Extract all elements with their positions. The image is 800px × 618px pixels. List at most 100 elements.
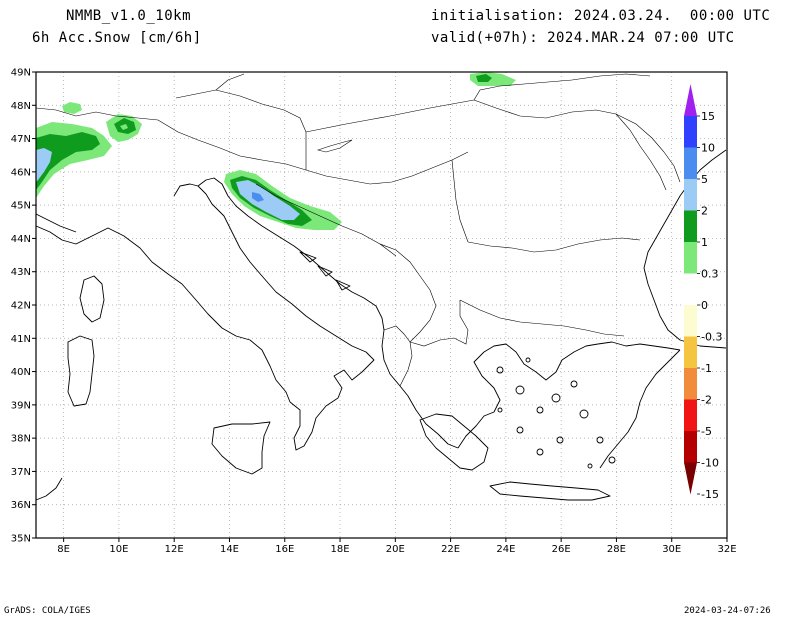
lat-tick-label: 46N <box>11 167 31 178</box>
border-north-macedonia <box>409 300 469 347</box>
border-czech <box>215 73 245 91</box>
island <box>525 357 531 363</box>
colorbar-segment <box>684 179 697 211</box>
snow-field-croatia-heavy <box>236 180 300 220</box>
border-croatia-bosnia <box>255 183 397 257</box>
colorbar-segment <box>684 305 697 337</box>
snow-field-carpathian-medium <box>476 74 492 82</box>
border-albania <box>383 325 413 387</box>
sardinia-coastline <box>67 335 95 407</box>
border-hungary-south <box>305 151 469 185</box>
variable-name: 6h Acc.Snow [cm/6h] <box>32 30 202 46</box>
lon-tick-label: 24E <box>496 544 515 555</box>
crete-coastline <box>489 481 611 501</box>
ligurian-coastline <box>35 213 77 233</box>
colorbar-segment <box>684 210 697 242</box>
colorbar-label: 5 <box>701 173 708 186</box>
island <box>497 407 503 413</box>
lat-tick-label: 41N <box>11 334 31 345</box>
lat-tick-label: 47N <box>11 134 31 145</box>
colorbar-top-arrow <box>684 84 697 116</box>
lat-tick-label: 49N <box>11 68 31 79</box>
italy-coastline <box>35 183 375 451</box>
turkey-coastline <box>599 349 681 469</box>
colorbar-label: -0.3 <box>701 331 722 344</box>
lon-tick-label: 20E <box>386 544 405 555</box>
island <box>556 436 564 444</box>
colorbar-segment <box>684 368 697 400</box>
lon-tick-label: 30E <box>662 544 681 555</box>
colorbar-label: 2 <box>701 205 708 218</box>
dalmatian-islands <box>299 251 351 291</box>
lat-tick-label: 36N <box>11 500 31 511</box>
lon-tick-label: 28E <box>607 544 626 555</box>
colorbar-bottom-arrow <box>684 462 697 495</box>
border-slovakia-hungary <box>305 99 475 133</box>
lat-tick-label: 42N <box>11 301 31 312</box>
aegean-islands <box>496 357 616 469</box>
plot-border <box>35 71 728 539</box>
lat-tick-label: 48N <box>11 101 31 112</box>
snow-field-alps-center-core <box>120 124 128 130</box>
lon-tick-label: 22E <box>441 544 460 555</box>
colorbar-label: -1 <box>701 362 712 375</box>
border-austria-north <box>175 89 307 170</box>
island <box>608 456 616 464</box>
lat-tick-label: 45N <box>11 201 31 212</box>
colorbar-label: -5 <box>701 425 712 438</box>
colorbar-segment <box>684 336 697 368</box>
footer-timestamp: 2024-03-24-07:26 <box>684 606 771 616</box>
lat-tick-label: 44N <box>11 234 31 245</box>
lon-tick-label: 14E <box>220 544 239 555</box>
footer-software: GrADS: COLA/IGES <box>4 606 91 616</box>
colorbar-segment <box>684 431 697 463</box>
border-romania-west <box>451 159 469 243</box>
island <box>515 385 525 395</box>
island <box>570 380 578 388</box>
colorbar-segment <box>684 273 697 305</box>
adriatic-east-coast <box>197 177 459 449</box>
island <box>299 251 317 263</box>
border-moldova <box>615 113 667 191</box>
island <box>516 426 524 434</box>
border-serbia <box>379 243 437 343</box>
border-bulgaria-north <box>467 237 641 253</box>
border-lake-balaton <box>316 139 353 153</box>
lon-tick-label: 18E <box>331 544 350 555</box>
colorbar-label: 10 <box>701 142 715 155</box>
lat-tick-label: 39N <box>11 400 31 411</box>
island <box>536 448 544 456</box>
island <box>496 366 504 374</box>
island <box>335 279 351 291</box>
border-bulgaria-south <box>459 299 625 337</box>
greece-coastline <box>457 341 681 449</box>
lon-tick-label: 10E <box>109 544 128 555</box>
snow-field-alps-west-medium <box>36 132 100 190</box>
coastlines <box>35 149 727 501</box>
lon-tick-label: 16E <box>275 544 294 555</box>
colorbar-label: 0.3 <box>701 268 719 281</box>
island <box>579 409 589 419</box>
colorbar-label: -2 <box>701 394 712 407</box>
plot-background <box>36 72 727 538</box>
lat-tick-label: 37N <box>11 467 31 478</box>
corsica-coastline <box>79 275 105 323</box>
snow-field-alps-west-heavy <box>36 148 52 182</box>
axes: 49N 48N 47N 46N 45N 44N 43N 42N 41N 40N 39N 38N 37N 3… <box>11 68 737 556</box>
init-time: initialisation: 2024.03.24. 00:00 UTC <box>431 8 771 24</box>
model-name: NMMB_v1.0_10km <box>66 8 192 24</box>
snow-fields <box>36 72 516 230</box>
snow-field-croatia-core <box>252 192 264 202</box>
lon-tick-label: 8E <box>57 544 70 555</box>
colorbar-segment <box>684 399 697 431</box>
island <box>596 436 604 444</box>
lat-tick-label: 40N <box>11 367 31 378</box>
island <box>551 393 561 403</box>
island <box>317 265 333 277</box>
border-ukraine <box>473 73 651 101</box>
border-alps <box>35 107 307 171</box>
valid-time: valid(+07h): 2024.MAR.24 07:00 UTC <box>431 30 735 46</box>
lon-tick-label: 26E <box>552 544 571 555</box>
colorbar-label: 15 <box>701 110 715 123</box>
